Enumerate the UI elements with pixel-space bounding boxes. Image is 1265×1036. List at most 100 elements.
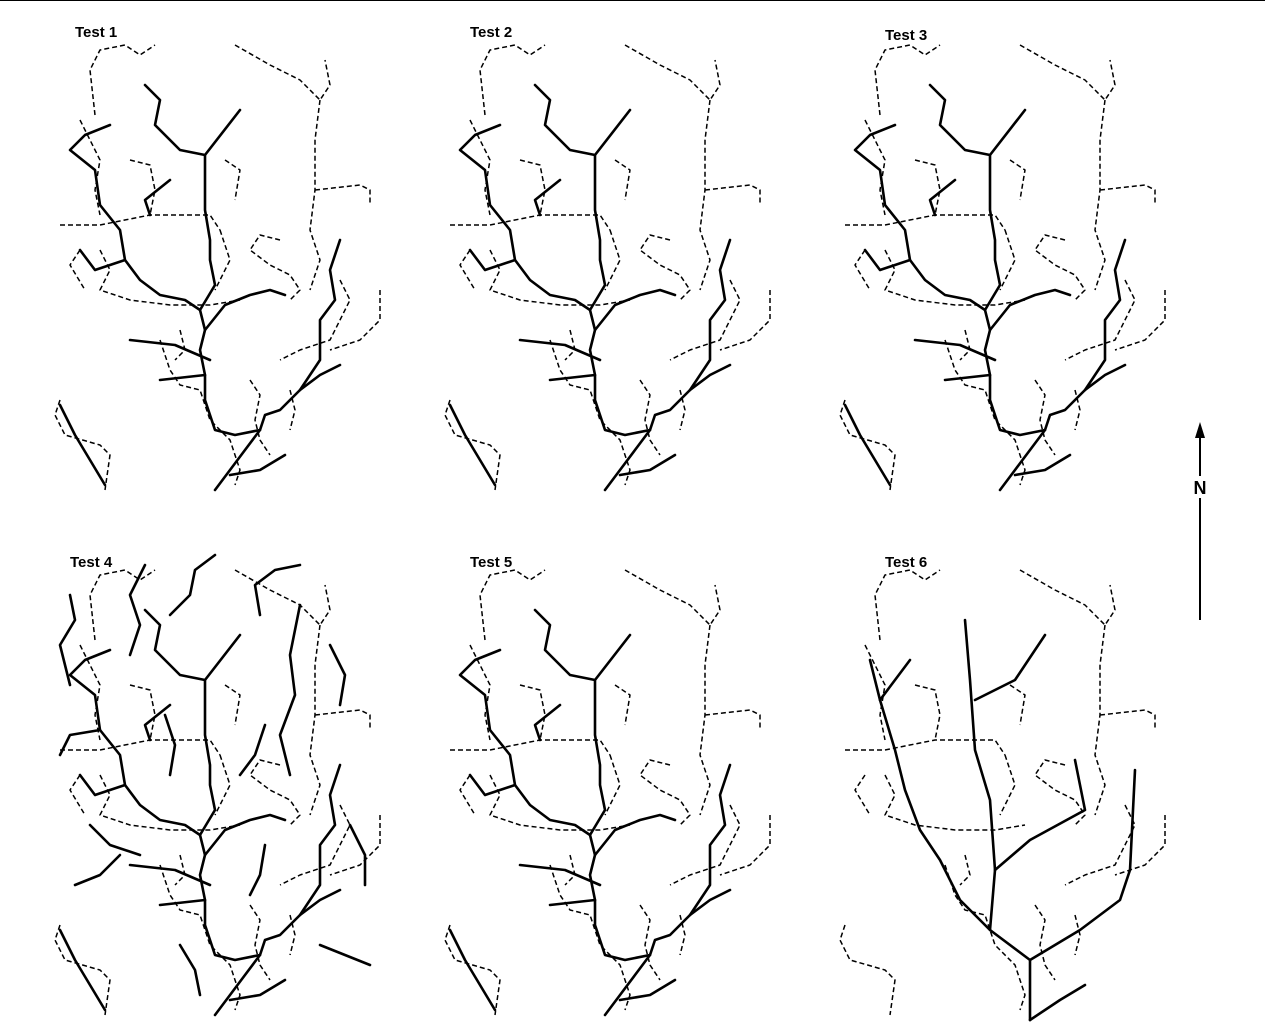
existing-channel (70, 775, 85, 815)
existing-channel (235, 570, 330, 625)
existing-channel (160, 865, 240, 1010)
existing-channel (720, 815, 770, 875)
panel (840, 570, 1165, 1020)
simulated-channel (470, 250, 515, 270)
existing-channel (460, 250, 475, 290)
simulated-channel (535, 180, 560, 215)
simulated-channel (550, 375, 595, 380)
existing-channel (215, 755, 230, 815)
simulated-channel (985, 110, 1025, 310)
simulated-channel (130, 865, 210, 885)
existing-channel (640, 380, 660, 455)
existing-channel (605, 755, 620, 815)
simulated-channel (250, 845, 265, 895)
existing-channel (225, 685, 240, 725)
existing-channel (1095, 100, 1105, 290)
panel (445, 570, 770, 1015)
existing-channel (885, 775, 1025, 830)
existing-channel (855, 775, 870, 815)
existing-channel (250, 760, 300, 825)
simulated-channel (590, 110, 630, 310)
existing-channel (915, 685, 940, 740)
existing-channel (1010, 685, 1025, 725)
existing-channel (1035, 380, 1055, 455)
existing-channel (310, 100, 320, 290)
existing-channel (945, 340, 1025, 485)
simulated-channel (180, 945, 200, 995)
simulated-channel (520, 340, 600, 360)
simulated-channel (80, 250, 125, 270)
simulated-channel (975, 635, 1045, 700)
simulated-channel (215, 890, 340, 1015)
existing-channel (670, 805, 740, 885)
existing-channel (130, 685, 155, 740)
existing-channel (550, 865, 630, 1010)
simulated-channel (255, 565, 300, 615)
existing-channel (215, 230, 230, 290)
panel (55, 45, 380, 490)
existing-channel (1000, 230, 1015, 290)
simulated-channel (330, 645, 345, 705)
simulated-channel (205, 290, 285, 330)
simulated-channel (1030, 985, 1085, 1020)
existing-channel (705, 710, 760, 730)
simulated-channel (165, 715, 175, 775)
existing-channel (60, 215, 220, 230)
simulated-channel (205, 815, 285, 855)
existing-channel (330, 290, 380, 350)
existing-channel (70, 250, 85, 290)
existing-channel (625, 45, 720, 100)
simulated-channel (995, 760, 1085, 870)
panel-title: Test 1 (75, 24, 117, 41)
existing-channel (315, 185, 370, 205)
existing-channel (250, 380, 270, 455)
existing-channel (840, 925, 895, 1015)
simulated-channel (60, 730, 100, 755)
existing-channel (250, 235, 300, 300)
existing-channel (1020, 570, 1115, 625)
simulated-channel (240, 725, 265, 775)
existing-channel (1035, 235, 1085, 300)
simulated-channel (865, 250, 910, 270)
panel-title: Test 3 (885, 27, 927, 44)
simulated-channel (915, 340, 995, 360)
existing-channel (520, 685, 545, 740)
existing-channel (1095, 625, 1105, 815)
simulated-channel (535, 705, 560, 740)
existing-channel (90, 45, 155, 115)
existing-channel (1065, 280, 1135, 360)
existing-channel (60, 740, 220, 755)
existing-channel (235, 45, 330, 100)
existing-channel (460, 775, 475, 815)
existing-channel (875, 570, 940, 640)
existing-channel (875, 45, 940, 115)
simulated-channel (965, 620, 995, 930)
simulated-channel (520, 865, 600, 885)
simulated-channel (535, 85, 595, 155)
existing-channel (845, 215, 1005, 230)
existing-channel (845, 740, 1005, 755)
simulated-channel (200, 635, 240, 835)
existing-channel (480, 45, 545, 115)
existing-channel (90, 570, 155, 640)
north-label: N (1194, 478, 1207, 498)
page: N Test 1Test 2Test 3Test 4Test 5Test 6 (… (0, 0, 1265, 1036)
existing-channel (280, 805, 350, 885)
existing-channel (130, 160, 155, 215)
simulated-channel (350, 825, 365, 885)
existing-channel (1075, 915, 1080, 955)
north-arrowhead (1195, 422, 1205, 438)
existing-channel (855, 250, 870, 290)
simulated-channel (145, 610, 205, 680)
simulated-channel (200, 110, 240, 310)
existing-channel (160, 340, 240, 485)
simulated-channel (320, 945, 370, 965)
existing-channel (310, 625, 320, 815)
existing-channel (1065, 805, 1135, 885)
existing-channel (315, 710, 370, 730)
existing-channel (450, 215, 610, 230)
existing-channel (480, 570, 545, 640)
panel-title: Test 5 (470, 554, 512, 571)
existing-channel (330, 815, 380, 875)
existing-channel (960, 855, 970, 885)
